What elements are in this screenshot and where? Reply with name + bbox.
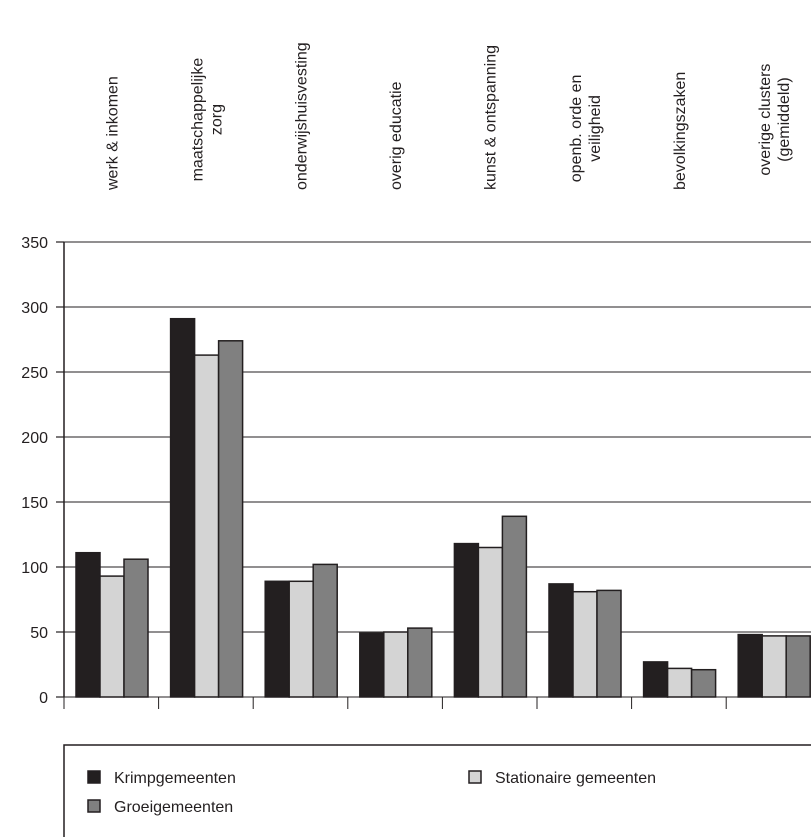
bar [383, 631, 409, 698]
x-tick-label: kunst & ontspanning [483, 45, 500, 190]
bar [548, 583, 574, 698]
y-tick-label: 100 [21, 560, 48, 577]
x-tick-label: werk & inkomen [104, 76, 121, 191]
bar [193, 354, 220, 698]
bar [75, 551, 101, 698]
x-tick-label: bevolkingszaken [672, 72, 689, 190]
bar [169, 317, 196, 698]
bar [761, 635, 787, 698]
bar [217, 340, 244, 698]
y-tick-label: 300 [21, 300, 48, 317]
y-tick-label: 250 [21, 365, 48, 382]
bar [407, 627, 433, 698]
bar [785, 635, 811, 698]
y-tick-label: 200 [21, 430, 48, 447]
y-tick-label: 50 [30, 625, 48, 642]
x-tick-label: overige clusters (gemiddeld) [757, 64, 793, 176]
bar [99, 575, 125, 698]
legend-swatch [87, 799, 101, 813]
y-tick-label: 350 [21, 235, 48, 252]
legend-swatch [468, 770, 482, 784]
y-tick-label: 0 [39, 690, 48, 707]
bar [572, 590, 598, 698]
bar [477, 546, 504, 698]
bar [666, 667, 693, 698]
bar [690, 668, 717, 698]
x-tick-label: maatschappelijke zorg [189, 58, 225, 182]
x-tick-label: overig educatie [388, 81, 405, 190]
bar [453, 542, 480, 698]
legend-label: Stationaire gemeenten [495, 770, 656, 787]
y-tick-label: 150 [21, 495, 48, 512]
bar [312, 563, 338, 698]
bar [642, 661, 669, 698]
bar [264, 580, 290, 698]
x-tick-label: onderwijshuisvesting [294, 42, 311, 190]
bar [123, 558, 149, 698]
bar [737, 633, 763, 698]
legend-box [63, 744, 811, 837]
legend-swatch [87, 770, 101, 784]
legend-label: Krimpgemeenten [114, 770, 236, 787]
bar [359, 632, 385, 698]
legend-label: Groeigemeenten [114, 799, 233, 816]
x-tick-label: openb. orde en veiligheid [568, 75, 604, 183]
bar [501, 515, 528, 698]
bar [596, 589, 622, 698]
bar [288, 580, 314, 698]
